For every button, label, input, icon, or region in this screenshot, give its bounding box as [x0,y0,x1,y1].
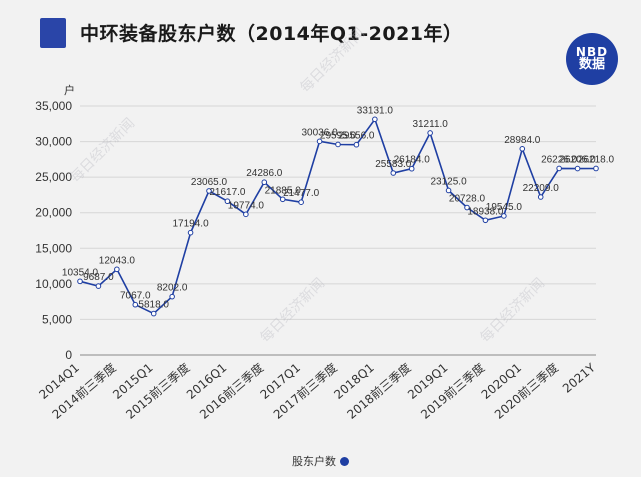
data-label: 23065.0 [191,177,228,188]
data-point [372,116,378,123]
data-label: 29595.0 [320,130,357,141]
data-point [169,293,175,300]
data-point [224,198,231,205]
y-tick-label: 25,000 [35,170,72,184]
y-tick-label: 35,000 [35,99,72,113]
data-label: 23125.0 [430,176,467,187]
data-point [427,130,433,136]
data-point [114,266,120,273]
data-point [537,194,544,200]
data-label: 24286.0 [246,168,283,179]
legend-dot-icon [340,457,349,466]
data-point [132,301,139,308]
data-label: 31211.0 [412,119,448,130]
data-label: 26206.0 [559,155,596,166]
x-tick-label: 2021Y [560,360,599,395]
logo-line2: 数据 [578,57,605,73]
title-accent-bar [40,18,66,48]
data-label: 26184.0 [394,155,431,166]
data-point [464,204,470,211]
data-label: 28984.0 [504,135,541,146]
data-label: 19774.0 [228,200,265,211]
legend: 股东户数 [0,453,641,469]
data-label: 9687.0 [83,272,114,283]
y-tick-label: 20,000 [35,206,72,220]
data-label: 26218.0 [578,154,615,165]
data-label: 21617.0 [209,187,246,198]
data-point [593,165,599,172]
data-label: 20728.0 [449,194,486,205]
x-tick-label: 2015前三季度 [123,360,193,422]
data-label: 7067.0 [120,291,151,302]
data-point [187,229,194,236]
data-label: 26226.0 [541,154,578,165]
data-point [519,145,526,152]
data-label: 19545.0 [486,202,523,213]
data-point [206,188,212,194]
data-label: 5818.0 [138,300,169,311]
data-label: 8202.0 [157,283,188,294]
title-bar: 中环装备股东户数（2014年Q1-2021年） [0,14,641,54]
data-label: 29556.0 [338,131,375,142]
data-point [316,138,323,145]
x-tick-label: 2014前三季度 [49,360,119,422]
y-tick-label: 10,000 [35,277,72,291]
data-label: 33131.0 [357,105,394,116]
data-point [298,199,304,206]
data-point [77,278,83,285]
data-point [556,165,562,172]
data-point [408,165,415,172]
data-label: 21477.0 [283,188,320,199]
y-tick-label: 5,000 [42,312,72,326]
x-tick-label: 2018前三季度 [344,360,414,422]
data-label: 18938.0 [467,206,504,217]
data-point [390,170,397,176]
y-axis-unit: 户 [64,84,75,97]
logo-line1: NBD [575,44,609,59]
x-tick-label: 2016前三季度 [196,360,266,422]
data-point [574,165,581,172]
y-tick-label: 30,000 [35,135,72,149]
data-point [353,141,360,148]
data-label: 17194.0 [172,219,209,230]
chart-title: 中环装备股东户数（2014年Q1-2021年） [80,23,463,45]
data-point [279,196,286,203]
data-point [335,141,341,148]
data-point [261,179,268,186]
x-tick-label: 2019前三季度 [418,360,488,422]
data-label: 22209.0 [523,183,560,194]
data-point [501,213,507,219]
data-point [243,211,249,218]
nbd-logo: NBD 数据 [566,33,618,85]
legend-label: 股东户数 [292,455,336,468]
data-point [482,217,489,224]
data-point [95,283,102,289]
data-label: 12043.0 [99,255,136,266]
y-tick-label: 15,000 [35,241,72,255]
x-tick-label: 2020前三季度 [491,360,561,422]
data-point [150,310,157,317]
data-label: 30036.0 [301,127,338,138]
data-label: 21885.0 [265,185,302,196]
x-tick-label: 2017前三季度 [270,360,340,422]
data-point [445,187,452,194]
y-tick-label: 0 [65,348,72,362]
data-label: 25583.0 [375,159,412,170]
data-label: 10354.0 [62,267,99,278]
